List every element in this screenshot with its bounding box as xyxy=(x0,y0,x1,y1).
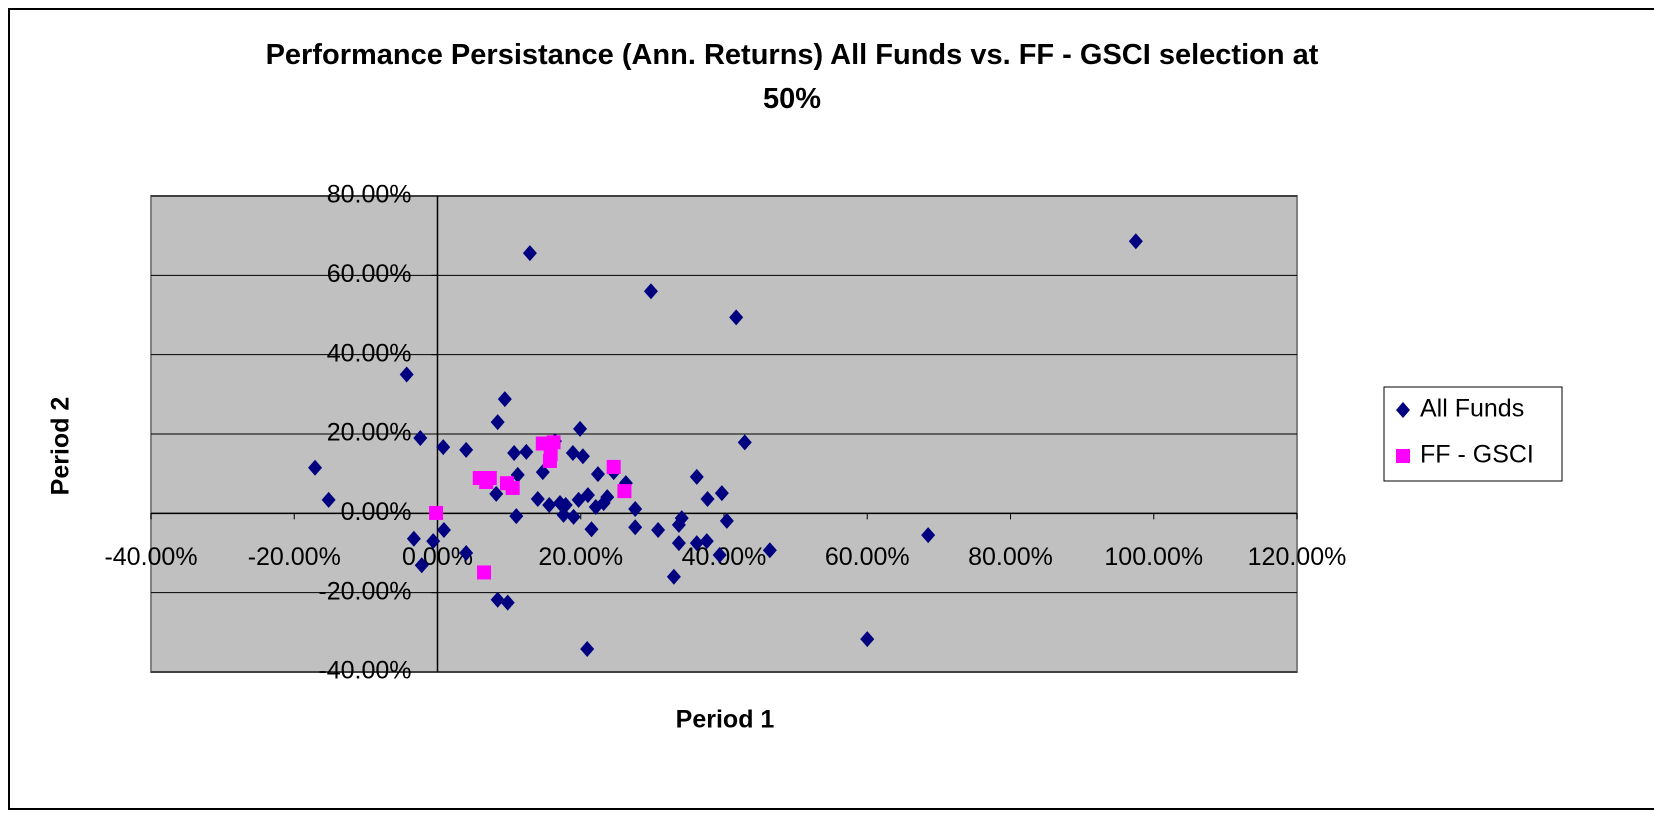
point xyxy=(590,466,605,483)
point xyxy=(459,441,474,458)
y-tick-label: -40.00% xyxy=(318,657,411,685)
x-tick-label: 100.00% xyxy=(1104,543,1203,571)
point xyxy=(762,542,777,559)
point xyxy=(580,487,595,504)
point xyxy=(617,484,632,499)
point xyxy=(308,459,323,476)
point xyxy=(482,471,497,486)
point xyxy=(519,443,534,460)
legend-marker xyxy=(1396,449,1410,463)
y-tick-label: 40.00% xyxy=(327,339,412,367)
point xyxy=(510,466,525,483)
point xyxy=(535,436,550,451)
point xyxy=(699,533,714,550)
point xyxy=(522,245,537,262)
legend-box xyxy=(1383,386,1563,482)
point xyxy=(507,445,522,462)
point xyxy=(573,420,588,437)
point xyxy=(530,491,545,508)
point xyxy=(584,521,599,538)
point xyxy=(509,508,524,525)
point xyxy=(714,485,729,502)
point xyxy=(406,530,421,547)
point xyxy=(921,527,936,544)
point xyxy=(556,506,571,523)
point xyxy=(497,391,512,408)
y-tick-label: 20.00% xyxy=(327,419,412,447)
point xyxy=(477,565,492,580)
point xyxy=(535,464,550,481)
point xyxy=(860,631,875,648)
point xyxy=(643,283,658,300)
x-tick-label: 120.00% xyxy=(1248,543,1347,571)
y-tick-label: 60.00% xyxy=(327,260,412,288)
point xyxy=(600,489,615,506)
title-text: Performance Persistance (Ann. Returns) A… xyxy=(266,39,1319,115)
point xyxy=(729,309,744,326)
point xyxy=(490,591,505,608)
point xyxy=(628,519,643,536)
y-tick-label: -20.00% xyxy=(318,577,411,605)
y-tick-label: 80.00% xyxy=(327,181,412,209)
point xyxy=(671,535,686,552)
point xyxy=(666,568,681,585)
point xyxy=(505,480,520,495)
y-tick-label: 0.00% xyxy=(341,498,412,526)
point xyxy=(1128,233,1143,250)
point xyxy=(737,434,752,451)
legend-label: FF - GSCI xyxy=(1420,441,1534,469)
legend-label: All Funds xyxy=(1420,395,1524,423)
x-axis-title: Period 1 xyxy=(676,706,775,734)
point xyxy=(413,429,428,446)
point xyxy=(489,485,504,502)
x-tick-label: -40.00% xyxy=(104,543,197,571)
point xyxy=(426,533,441,550)
point xyxy=(651,521,666,538)
point xyxy=(689,468,704,485)
point xyxy=(558,497,573,514)
legend-marker xyxy=(1396,402,1410,418)
point xyxy=(399,366,414,383)
point xyxy=(546,435,561,450)
point xyxy=(689,535,704,552)
point xyxy=(436,521,451,538)
point xyxy=(575,448,590,465)
point xyxy=(542,497,557,514)
point xyxy=(628,500,643,517)
point xyxy=(719,512,734,529)
point xyxy=(566,508,581,525)
y-axis-title: Period 2 xyxy=(47,397,75,496)
point xyxy=(500,594,515,611)
point xyxy=(712,546,727,563)
x-tick-label: -20.00% xyxy=(248,543,341,571)
point xyxy=(321,491,336,508)
point xyxy=(674,510,689,527)
point xyxy=(436,439,451,456)
point xyxy=(429,505,444,520)
point xyxy=(700,491,715,508)
chart-title: Performance Persistance (Ann. Returns) A… xyxy=(266,39,1319,115)
x-tick-label: 20.00% xyxy=(538,543,623,571)
point xyxy=(565,445,580,462)
point xyxy=(580,640,595,657)
x-tick-label: 60.00% xyxy=(825,543,910,571)
x-tick-label: 80.00% xyxy=(968,543,1053,571)
point xyxy=(490,414,505,431)
point xyxy=(414,557,429,574)
point xyxy=(459,545,474,561)
point xyxy=(542,453,557,468)
point xyxy=(606,459,621,474)
